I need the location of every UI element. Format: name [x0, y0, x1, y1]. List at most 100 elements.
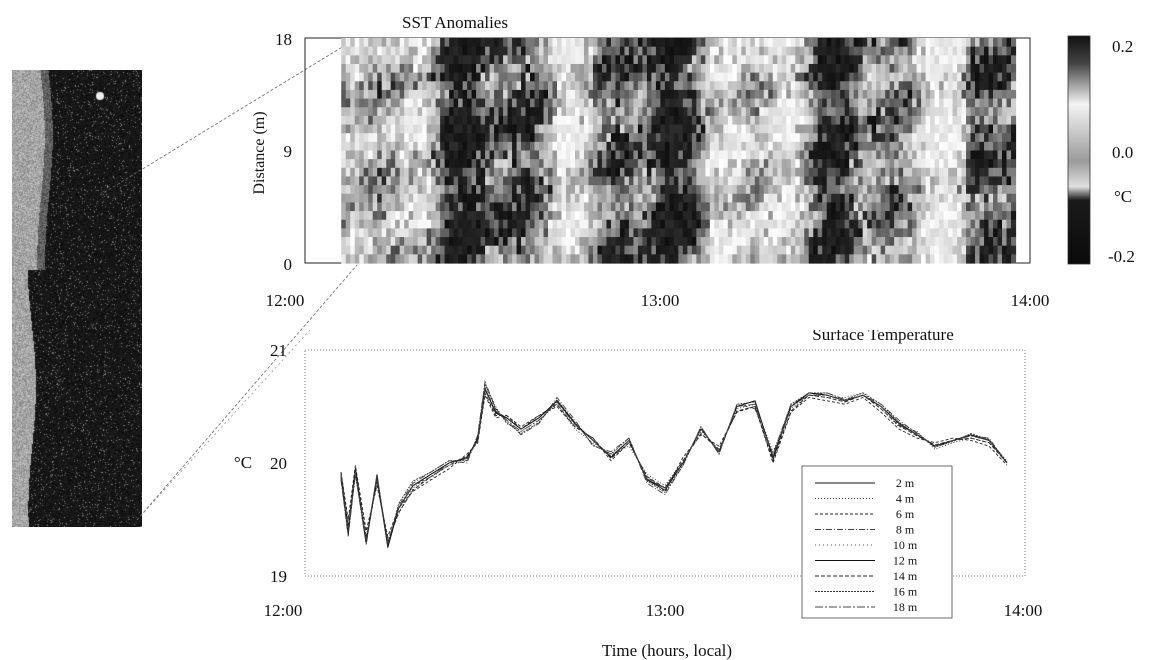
heatmap-cell — [853, 167, 859, 178]
heatmap-cell — [368, 133, 374, 143]
heatmap-cell — [718, 89, 724, 100]
heatmap-cell — [458, 228, 464, 238]
heatmap-cell — [660, 159, 666, 169]
heatmap-cell — [934, 219, 940, 229]
heatmap-cell — [1006, 228, 1012, 238]
heatmap-cell — [817, 115, 823, 126]
heatmap-cell — [381, 193, 387, 204]
heatmap-cell — [790, 115, 796, 126]
heatmap-cell — [871, 46, 877, 56]
heatmap-cell — [521, 133, 527, 143]
heatmap-cell — [795, 107, 801, 117]
heatmap-cell — [354, 55, 360, 65]
heatmap-cell — [844, 219, 850, 229]
heatmap-cell — [467, 124, 473, 134]
heatmap-cell — [606, 202, 612, 212]
heatmap-cell — [705, 237, 711, 247]
heatmap-cell — [646, 107, 653, 117]
heatmap-cell — [988, 159, 994, 169]
heatmap-cell — [844, 81, 850, 91]
surface-temperature-chart: Surface Temperature °C 19 20 21 12:00 13… — [234, 330, 1042, 660]
heatmap-cell — [786, 228, 792, 238]
heatmap-cell — [449, 176, 455, 186]
heatmap-cell — [925, 245, 931, 255]
heatmap-cell — [440, 38, 446, 48]
heatmap-cell — [507, 159, 513, 169]
heatmap-cell — [804, 202, 810, 212]
heatmap-cell — [610, 81, 617, 91]
heatmap-cell — [543, 107, 549, 117]
heatmap-cell — [795, 185, 801, 195]
heatmap-cell — [413, 150, 419, 160]
heatmap-cell — [709, 193, 715, 204]
heatmap-cell — [687, 167, 693, 178]
heatmap-cell — [669, 245, 675, 255]
heatmap-cell — [345, 237, 351, 247]
heatmap-cell — [395, 63, 401, 74]
heatmap-cell — [426, 124, 432, 134]
heatmap-cell — [939, 228, 945, 238]
heatmap-cell — [471, 133, 477, 143]
heatmap-cell — [813, 202, 819, 212]
heatmap-cell — [934, 98, 940, 108]
heatmap-cell — [489, 124, 495, 134]
heatmap-cell — [853, 72, 859, 82]
heatmap-cell — [422, 107, 428, 117]
heatmap-cell — [871, 63, 877, 74]
heatmap-cell — [381, 245, 387, 255]
heatmap-cell — [930, 124, 936, 134]
heatmap-cell — [1011, 63, 1017, 74]
heatmap-cell — [750, 89, 756, 100]
heatmap-cell — [345, 107, 351, 117]
heatmap-cell — [664, 185, 670, 195]
heatmap-cell — [669, 124, 675, 134]
heatmap-cell — [817, 211, 823, 221]
heatmap-cell — [885, 115, 891, 126]
heatmap-cell — [566, 176, 572, 186]
heatmap-cell — [498, 176, 504, 186]
heatmap-cell — [732, 245, 738, 255]
heatmap-cell — [1011, 89, 1017, 100]
heatmap-cell — [467, 228, 473, 238]
heatmap-cell — [1011, 228, 1017, 238]
heatmap-cell — [948, 193, 954, 204]
heatmap-cell — [363, 202, 369, 212]
heatmap-cell — [705, 55, 711, 65]
heatmap-cell — [912, 159, 918, 169]
heatmap-cell — [480, 141, 486, 152]
heatmap-cell — [601, 176, 608, 186]
heatmap-cell — [570, 63, 576, 74]
heatmap-cell — [610, 219, 617, 229]
heatmap-cell — [723, 115, 729, 126]
heatmap-cell — [763, 46, 769, 56]
heatmap-cell — [835, 124, 841, 134]
heatmap-cell — [988, 176, 994, 186]
heatmap-cell — [682, 81, 688, 91]
heatmap-cell — [431, 115, 437, 126]
legend-box — [801, 465, 953, 619]
heatmap-cell — [637, 141, 644, 152]
heatmap-cell — [700, 193, 706, 204]
heatmap-cell — [440, 63, 446, 74]
heatmap-cell — [1006, 107, 1012, 117]
heatmap-cell — [574, 124, 581, 134]
heatmap-cell — [826, 141, 832, 152]
heatmap-cell — [714, 202, 720, 212]
heatmap-cell — [610, 72, 617, 82]
heatmap-cell — [763, 228, 769, 238]
heatmap-cell — [350, 219, 356, 229]
heatmap-cell — [642, 98, 648, 108]
heatmap-cell — [889, 124, 895, 134]
heatmap-cell — [399, 237, 405, 247]
heatmap-cell — [386, 185, 392, 195]
heatmap-cell — [970, 185, 976, 195]
heatmap-cell — [359, 159, 365, 169]
heatmap-cell — [727, 185, 733, 195]
heatmap-cell — [790, 98, 796, 108]
heatmap-cell — [516, 81, 522, 91]
heatmap-cell — [651, 141, 657, 152]
heatmap-cell — [700, 81, 706, 91]
heatmap-cell — [574, 245, 581, 255]
heatmap-cell — [1002, 211, 1008, 221]
heatmap-cell — [570, 38, 576, 48]
